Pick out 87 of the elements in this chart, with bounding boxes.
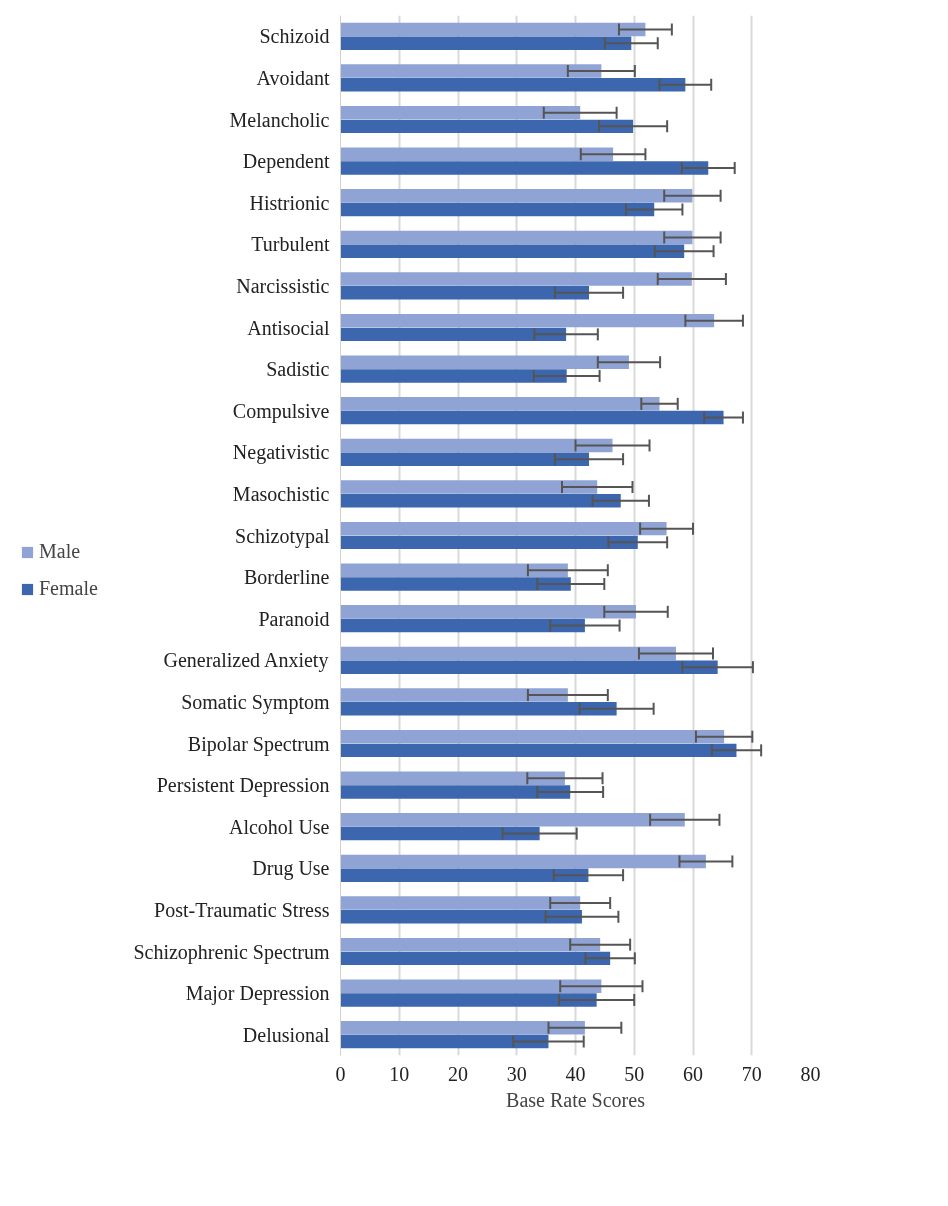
x-tick-label: 60	[683, 1062, 703, 1085]
x-tick-label: 0	[335, 1062, 346, 1085]
y-tick-label: Negativistic	[232, 441, 330, 465]
bar	[340, 729, 725, 744]
y-tick-label: Bipolar Spectrum	[187, 732, 330, 756]
bar	[340, 438, 613, 453]
y-tick-label: Generalized Anxiety	[163, 649, 329, 673]
legend-label: Male	[39, 540, 81, 563]
y-tick-label: Persistent Depression	[156, 774, 330, 798]
bar	[340, 688, 568, 702]
x-tick-label: 70	[741, 1062, 762, 1085]
bar	[340, 826, 540, 841]
y-tick-label: Melancholic	[229, 108, 330, 131]
y-tick-label: Narcissistic	[236, 274, 330, 297]
bar	[340, 951, 611, 966]
bar	[340, 78, 686, 92]
bar	[340, 660, 718, 674]
bar	[340, 868, 589, 882]
bar	[340, 535, 638, 550]
bar	[340, 397, 660, 411]
y-tick-label: Drug Use	[252, 857, 330, 881]
x-tick-label: 50	[624, 1062, 645, 1085]
bar	[340, 743, 737, 758]
bar	[340, 64, 602, 78]
x-tick-label: 30	[506, 1062, 527, 1085]
bar	[340, 147, 614, 161]
x-axis-title: Base Rate Scores	[506, 1088, 646, 1111]
y-tick-label: Avoidant	[256, 66, 330, 89]
y-tick-label: Antisocial	[247, 316, 330, 339]
bar	[340, 1021, 585, 1035]
x-tick-label: 20	[448, 1062, 468, 1085]
bar	[340, 480, 598, 494]
bar	[340, 785, 571, 799]
bar	[340, 452, 590, 466]
y-tick-label: Compulsive	[232, 399, 330, 423]
bar	[340, 272, 692, 286]
bar	[340, 979, 602, 993]
y-tick-label: Turbulent	[251, 233, 330, 256]
bar	[340, 1034, 549, 1049]
bar	[340, 369, 567, 383]
bar	[340, 521, 667, 536]
bar	[340, 993, 597, 1007]
bar	[340, 771, 565, 785]
bar	[340, 355, 629, 369]
x-tick-label: 10	[389, 1062, 410, 1085]
bar	[340, 189, 693, 203]
bar	[340, 813, 685, 827]
y-tick-label: Alcohol Use	[228, 815, 330, 838]
bar	[340, 702, 617, 716]
bar	[340, 563, 568, 577]
bar	[340, 230, 693, 245]
bar	[340, 937, 601, 952]
y-tick-label: Schizoid	[259, 25, 330, 48]
bar	[340, 161, 709, 175]
y-tick-label: Schizotypal	[235, 524, 330, 548]
bar	[340, 494, 621, 508]
y-tick-label: Somatic Symptom	[181, 690, 330, 714]
y-tick-label: Post-Traumatic Stress	[154, 898, 330, 921]
bar	[340, 605, 637, 619]
y-tick-label: Dependent	[242, 150, 330, 174]
bar	[340, 854, 706, 869]
bar	[340, 286, 590, 300]
y-tick-label: Borderline	[243, 566, 330, 589]
bar	[340, 22, 646, 37]
bar	[340, 896, 581, 910]
bar	[340, 119, 634, 134]
y-tick-label: Paranoid	[258, 607, 330, 630]
bar	[340, 202, 655, 217]
bar	[340, 410, 724, 425]
y-tick-label: Sadistic	[266, 358, 330, 381]
x-tick-label: 40	[565, 1062, 586, 1085]
bar	[340, 327, 567, 342]
y-tick-label: Histrionic	[249, 191, 330, 214]
bar	[340, 105, 581, 120]
bar	[340, 618, 585, 633]
bar	[340, 646, 676, 661]
y-tick-label: Major Depression	[185, 982, 330, 1006]
legend-label: Female	[39, 577, 98, 600]
y-tick-label: Masochistic	[232, 482, 330, 505]
bar	[340, 313, 715, 328]
y-tick-label: Schizophrenic Spectrum	[133, 940, 330, 964]
bar	[340, 36, 632, 50]
bar	[340, 910, 582, 924]
bar	[340, 577, 571, 591]
bar	[340, 244, 685, 258]
y-tick-label: Delusional	[242, 1023, 330, 1046]
x-tick-label: 80	[800, 1062, 821, 1085]
